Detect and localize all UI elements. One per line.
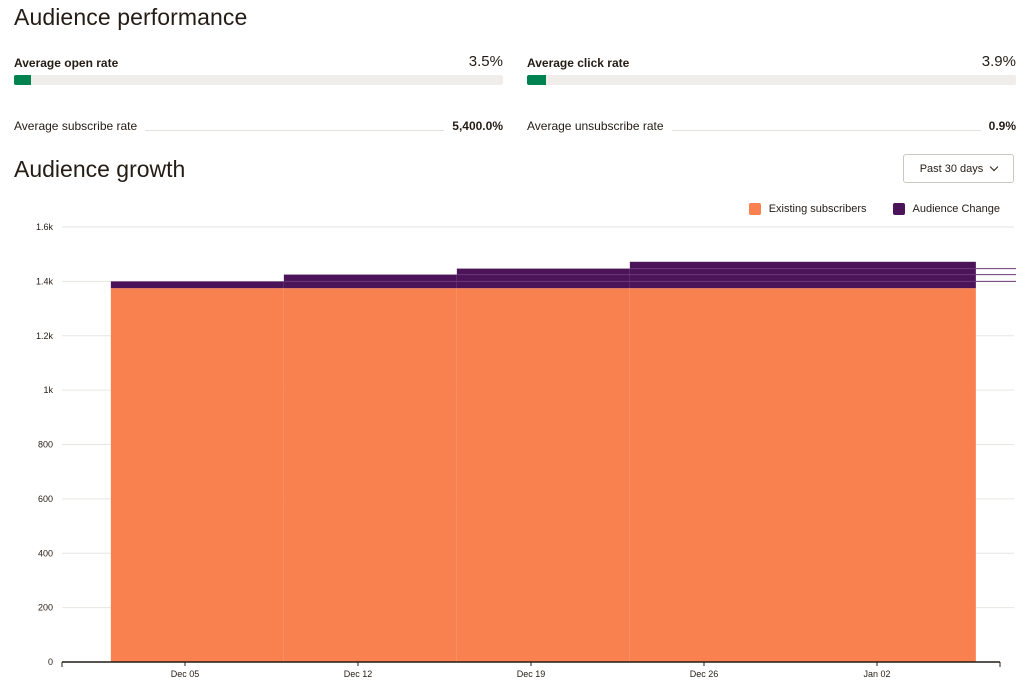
- existing-subscribers-area: [629, 288, 976, 662]
- audience-change-area: [456, 268, 630, 289]
- x-tick-label: Dec 12: [344, 669, 373, 679]
- open-rate-metric: Average open rate 3.5%: [14, 52, 503, 85]
- growth-title: Audience growth: [14, 156, 186, 182]
- y-tick-label: 600: [38, 494, 53, 504]
- legend-label-existing: Existing subscribers: [768, 203, 867, 215]
- open-rate-bar: [14, 75, 503, 85]
- audience-change-area: [110, 281, 284, 289]
- open-rate-label: Average open rate: [14, 56, 119, 70]
- y-tick-label: 1.2k: [36, 331, 54, 341]
- click-rate-metric: Average click rate 3.9%: [527, 52, 1016, 85]
- existing-subscribers-area: [456, 288, 630, 662]
- legend-swatch-existing: [748, 203, 761, 215]
- y-tick-label: 400: [38, 548, 53, 558]
- x-tick-label: Dec 05: [171, 669, 200, 679]
- click-rate-bar-fill: [527, 75, 547, 85]
- legend-item-change[interactable]: Audience Change: [892, 203, 1000, 215]
- y-tick-label: 1.4k: [36, 276, 54, 286]
- click-rate-bar: [527, 75, 1016, 85]
- legend-swatch-change: [892, 203, 905, 215]
- y-tick-label: 1.6k: [36, 222, 54, 232]
- unsubscribe-rate-value: 0.9%: [980, 119, 1016, 133]
- y-tick-label: 200: [38, 603, 53, 613]
- performance-title: Audience performance: [14, 4, 248, 30]
- x-tick-label: Dec 26: [690, 669, 719, 679]
- open-rate-bar-fill: [14, 75, 32, 85]
- subscribe-rate-value: 5,400.0%: [444, 119, 503, 133]
- leader-line: [527, 130, 1016, 131]
- y-tick-label: 800: [38, 440, 53, 450]
- x-tick-label: Dec 19: [517, 669, 546, 679]
- y-tick-label: 0: [48, 657, 53, 667]
- date-range-label: Past 30 days: [919, 162, 984, 175]
- subscribe-rate-label: Average subscribe rate: [14, 119, 146, 133]
- open-rate-value: 3.5%: [468, 53, 503, 70]
- chart-legend: Existing subscribers Audience Change: [748, 203, 1000, 215]
- legend-item-existing[interactable]: Existing subscribers: [748, 203, 867, 215]
- leader-line: [14, 130, 503, 131]
- date-range-dropdown[interactable]: Past 30 days: [903, 154, 1014, 183]
- existing-subscribers-area: [283, 288, 457, 662]
- unsubscribe-rate-row: Average unsubscribe rate 0.9%: [527, 119, 1016, 135]
- subscribe-rate-row: Average subscribe rate 5,400.0%: [14, 119, 503, 135]
- click-rate-label: Average click rate: [527, 56, 630, 70]
- legend-label-change: Audience Change: [912, 203, 1000, 215]
- x-tick-label: Jan 02: [863, 669, 890, 679]
- y-tick-label: 1k: [43, 385, 53, 395]
- existing-subscribers-area: [110, 288, 284, 662]
- click-rate-value: 3.9%: [981, 53, 1016, 70]
- unsubscribe-rate-label: Average unsubscribe rate: [527, 119, 672, 133]
